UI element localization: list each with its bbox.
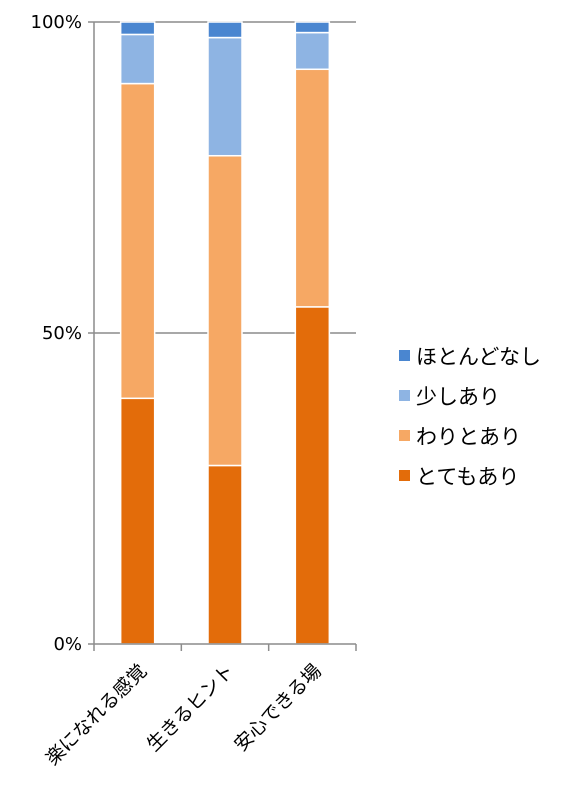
bar-segment [207,36,243,157]
bars [119,21,331,645]
bar-segment [294,21,331,34]
legend-label: とてもあり [416,465,519,489]
x-tick-label: 楽になれる感覚 [42,660,152,770]
bar-segment [119,33,156,85]
legend-swatch [399,470,410,481]
y-tick-label: 0% [53,634,82,655]
bar-segment [207,154,243,467]
legend-swatch [399,390,410,401]
legend-label: ほとんどなし [416,345,541,369]
bar-segment [207,464,243,645]
bar-segment [294,68,331,308]
x-tick-label: 生きるヒント [143,660,239,756]
legend-item: わりとあり [399,425,521,449]
bar-segment [207,21,243,39]
bar-segment [119,21,156,36]
x-tick-label: 安心できる場 [230,660,326,756]
legend-item: とてもあり [399,465,519,489]
y-tick-label: 100% [31,12,82,33]
legend-label: わりとあり [416,425,521,449]
legend-swatch [399,350,410,361]
y-tick-label: 50% [42,323,82,344]
legend-item: ほとんどなし [399,345,541,369]
bar-segment [294,31,331,71]
legend-label: 少しあり [416,385,500,409]
y-tick-labels: 0% 50% 100% [31,12,82,655]
bar-segment [294,306,331,645]
bar-segment [119,82,156,400]
axes [93,22,356,645]
legend-item: 少しあり [399,385,500,409]
legend-swatch [399,430,410,441]
bar-segment [119,397,156,645]
